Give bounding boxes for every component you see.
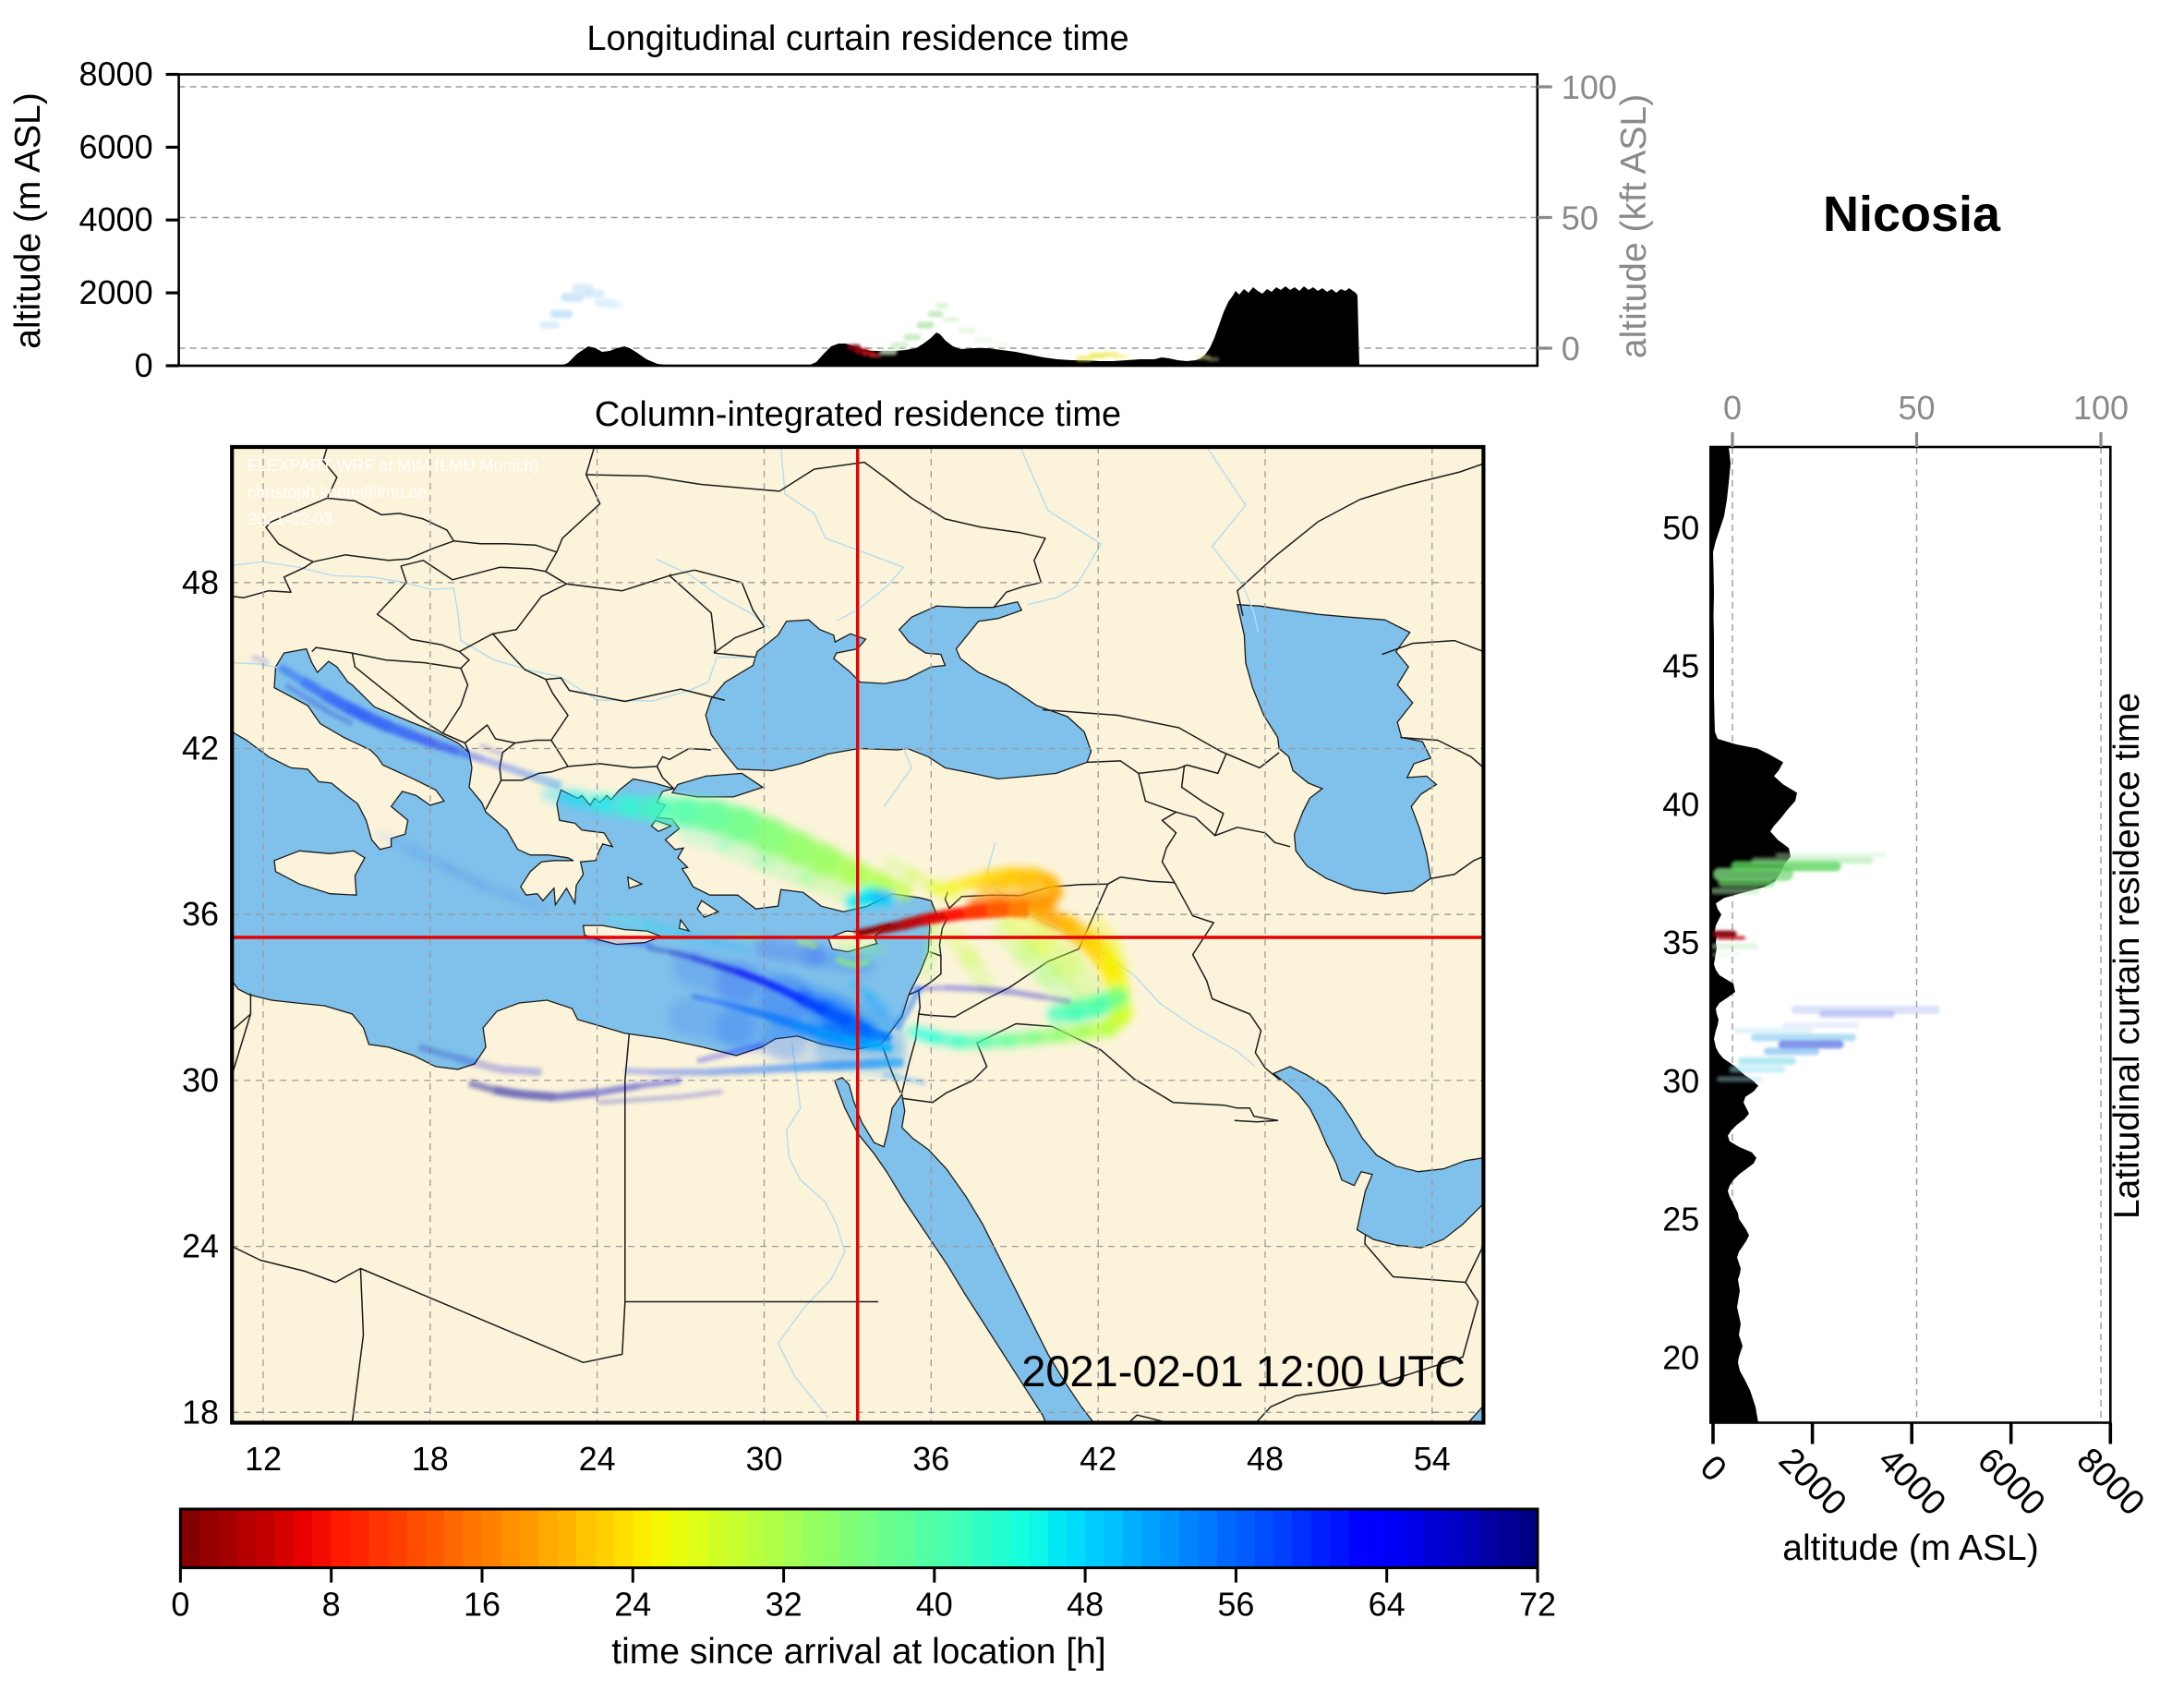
svg-text:72: 72 [1519, 1586, 1556, 1624]
svg-text:42: 42 [1080, 1440, 1116, 1478]
svg-text:54: 54 [1414, 1440, 1451, 1478]
svg-text:30: 30 [745, 1440, 782, 1478]
svg-text:45: 45 [1662, 647, 1699, 685]
svg-text:30: 30 [182, 1061, 219, 1099]
svg-text:christoph.knote@lmu.de: christoph.knote@lmu.de [247, 483, 427, 501]
svg-text:36: 36 [912, 1440, 949, 1478]
svg-text:8: 8 [322, 1586, 341, 1624]
svg-text:48: 48 [1067, 1586, 1104, 1624]
svg-text:16: 16 [464, 1586, 501, 1624]
svg-text:56: 56 [1217, 1586, 1254, 1624]
svg-text:35: 35 [1662, 924, 1699, 961]
svg-text:30: 30 [1662, 1062, 1699, 1100]
svg-text:100: 100 [2073, 389, 2129, 427]
svg-text:12: 12 [245, 1440, 282, 1478]
svg-text:24: 24 [182, 1227, 219, 1265]
svg-text:40: 40 [916, 1586, 953, 1624]
svg-text:0: 0 [1562, 330, 1580, 368]
svg-text:32: 32 [766, 1586, 802, 1624]
svg-text:36: 36 [182, 895, 219, 933]
svg-text:0: 0 [135, 346, 153, 384]
svg-text:Column-integrated residence ti: Column-integrated residence time [595, 395, 1121, 434]
svg-text:42: 42 [182, 730, 219, 767]
svg-text:24: 24 [614, 1586, 651, 1624]
svg-text:FLEXPART-WRF at MIM (LMU Munic: FLEXPART-WRF at MIM (LMU Munich) [247, 456, 538, 475]
svg-text:64: 64 [1369, 1586, 1406, 1624]
svg-text:48: 48 [182, 563, 219, 601]
svg-text:altitude (m ASL): altitude (m ASL) [1782, 1528, 2038, 1568]
svg-text:2000: 2000 [79, 273, 153, 311]
svg-text:2021-02-03: 2021-02-03 [247, 510, 332, 528]
svg-text:50: 50 [1562, 199, 1599, 237]
svg-text:4000: 4000 [79, 200, 153, 238]
svg-text:Latitudinal curtain residence: Latitudinal curtain residence time [2107, 693, 2147, 1219]
svg-text:8000: 8000 [79, 55, 153, 93]
svg-text:40: 40 [1662, 785, 1699, 823]
svg-text:Longitudinal curtain residence: Longitudinal curtain residence time [586, 19, 1128, 58]
svg-text:48: 48 [1247, 1440, 1284, 1478]
svg-text:2021-02-01 12:00 UTC: 2021-02-01 12:00 UTC [1021, 1347, 1466, 1395]
svg-text:6000: 6000 [79, 127, 153, 165]
svg-text:Nicosia: Nicosia [1823, 187, 2001, 242]
svg-text:100: 100 [1562, 68, 1617, 106]
svg-text:24: 24 [579, 1440, 616, 1478]
svg-text:50: 50 [1898, 389, 1935, 427]
svg-text:altitude (kft ASL): altitude (kft ASL) [1614, 94, 1654, 358]
svg-text:18: 18 [412, 1440, 449, 1478]
svg-text:50: 50 [1662, 509, 1699, 547]
svg-text:time since arrival at location: time since arrival at location [h] [611, 1632, 1105, 1672]
svg-text:18: 18 [182, 1393, 219, 1431]
svg-text:0: 0 [1723, 389, 1742, 427]
svg-text:altitude (m ASL): altitude (m ASL) [8, 92, 48, 348]
svg-text:25: 25 [1662, 1201, 1699, 1238]
svg-text:20: 20 [1662, 1338, 1699, 1376]
svg-text:0: 0 [171, 1586, 189, 1624]
